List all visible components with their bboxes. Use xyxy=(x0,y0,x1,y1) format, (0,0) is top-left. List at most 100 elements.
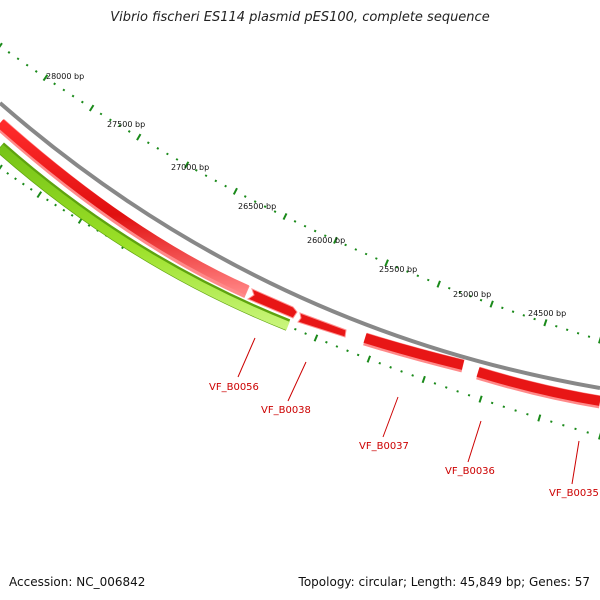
gene-labels: VF_B0056 VF_B0038 VF_B0037 VF_B0036 VF_B… xyxy=(209,382,599,499)
forward-gene-track xyxy=(0,119,600,409)
minor-tick xyxy=(406,270,409,273)
inner-scale-ticks xyxy=(0,164,600,440)
major-tick xyxy=(88,104,95,112)
scale-label-26500: 26500 bp xyxy=(238,202,276,211)
minor-tick xyxy=(243,195,247,198)
minor-tick xyxy=(354,248,358,251)
scale-label-26000: 26000 bp xyxy=(307,236,345,245)
minor-tick xyxy=(389,366,392,369)
minor-tick xyxy=(71,94,75,98)
sequence-backbone xyxy=(0,100,600,392)
minor-tick xyxy=(7,51,11,54)
minor-tick xyxy=(533,317,536,321)
topology-summary: Topology: circular; Length: 45,849 bp; G… xyxy=(298,575,590,589)
gene-label-VF_B0036[interactable]: VF_B0036 xyxy=(445,466,495,477)
minor-tick xyxy=(501,306,504,310)
scale-label-25500: 25500 bp xyxy=(379,265,417,274)
minor-tick xyxy=(378,361,382,365)
major-tick xyxy=(366,355,372,363)
major-tick xyxy=(543,319,548,327)
minor-tick xyxy=(46,198,49,202)
gene-label-VF_B0037[interactable]: VF_B0037 xyxy=(359,441,409,452)
major-tick xyxy=(489,300,494,308)
minor-tick xyxy=(70,213,74,217)
minor-tick xyxy=(426,278,430,282)
major-tick xyxy=(282,212,288,221)
minor-tick xyxy=(293,220,297,223)
minor-tick xyxy=(555,324,558,328)
minor-tick xyxy=(25,63,29,67)
minor-tick xyxy=(416,274,420,278)
gene-label-VF_B0035[interactable]: VF_B0035 xyxy=(549,488,599,499)
minor-tick xyxy=(490,401,494,405)
minor-tick xyxy=(576,331,580,335)
minor-tick xyxy=(344,243,347,247)
scale-label-28000: 28000 bp xyxy=(46,72,84,81)
minor-tick xyxy=(395,265,399,269)
minor-tick xyxy=(273,210,277,213)
minor-tick xyxy=(14,177,17,181)
major-tick xyxy=(232,187,238,195)
minor-tick xyxy=(156,147,160,150)
minor-tick xyxy=(565,328,569,332)
scale-label-27500: 27500 bp xyxy=(107,120,145,129)
minor-tick xyxy=(502,405,506,409)
minor-tick xyxy=(166,152,169,156)
gene-feature-VF_B0037[interactable] xyxy=(297,312,347,338)
minor-tick xyxy=(335,345,339,348)
minor-tick xyxy=(364,252,368,256)
minor-tick xyxy=(433,382,437,385)
minor-tick xyxy=(263,205,267,208)
minor-tick xyxy=(214,179,218,183)
major-tick xyxy=(313,334,319,342)
major-tick xyxy=(478,395,483,403)
major-tick xyxy=(136,133,142,141)
gene-label-VF_B0038[interactable]: VF_B0038 xyxy=(261,405,311,416)
minor-tick xyxy=(479,298,483,302)
scale-label-24500: 24500 bp xyxy=(528,309,566,318)
major-tick xyxy=(36,191,43,199)
gene-feature-VF_B0038[interactable] xyxy=(246,288,298,319)
sequence-backbone-line xyxy=(0,101,600,390)
minor-tick xyxy=(400,370,403,373)
major-tick xyxy=(598,432,600,440)
minor-tick xyxy=(586,431,589,434)
scale-label-27000: 27000 bp xyxy=(171,163,209,172)
minor-tick xyxy=(21,182,25,186)
major-tick xyxy=(436,280,441,288)
map-title: Vibrio fischeri ES114 plasmid pES100, co… xyxy=(110,10,490,25)
minor-tick xyxy=(87,224,91,227)
gene-leader-lines xyxy=(237,337,580,485)
minor-tick xyxy=(34,70,38,73)
major-tick xyxy=(184,161,190,169)
minor-tick xyxy=(118,124,122,128)
scale-label-25000: 25000 bp xyxy=(453,290,491,299)
minor-tick xyxy=(29,187,33,191)
major-tick xyxy=(421,375,426,384)
minor-tick xyxy=(80,100,84,104)
minor-tick xyxy=(294,327,297,331)
minor-tick xyxy=(526,412,529,416)
minor-tick xyxy=(458,290,462,294)
minor-tick xyxy=(16,57,20,61)
minor-tick xyxy=(447,286,451,290)
minor-tick xyxy=(356,353,360,357)
minor-tick xyxy=(62,88,66,92)
minor-tick xyxy=(304,332,307,335)
minor-tick xyxy=(109,118,112,122)
minor-tick xyxy=(146,141,150,145)
minor-tick xyxy=(346,349,349,353)
minor-tick xyxy=(444,386,448,389)
major-tick xyxy=(0,164,3,170)
minor-tick xyxy=(587,335,591,338)
minor-tick xyxy=(562,424,565,427)
outer-scale-ticks xyxy=(0,42,600,344)
scale-labels: 28000 bp 27500 bp 27000 bp 26500 bp 2600… xyxy=(46,72,566,318)
minor-tick xyxy=(253,200,257,203)
minor-tick xyxy=(511,310,515,313)
major-tick xyxy=(0,42,3,48)
minor-tick xyxy=(323,234,327,238)
minor-tick xyxy=(325,340,328,344)
major-tick xyxy=(333,236,338,244)
gene-label-VF_B0056[interactable]: VF_B0056 xyxy=(209,382,259,393)
